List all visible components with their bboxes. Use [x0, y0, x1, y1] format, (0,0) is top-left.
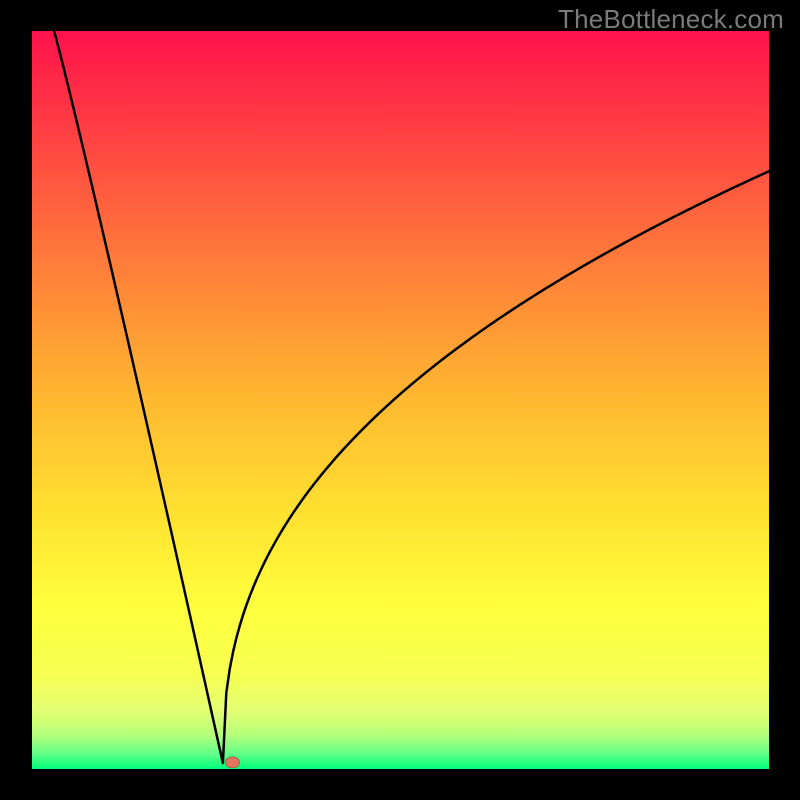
- plot-area: [32, 31, 769, 769]
- watermark-text: TheBottleneck.com: [558, 4, 784, 35]
- gradient-svg: [32, 31, 769, 769]
- chart-frame: TheBottleneck.com: [0, 0, 800, 800]
- optimal-point-marker: [225, 757, 239, 768]
